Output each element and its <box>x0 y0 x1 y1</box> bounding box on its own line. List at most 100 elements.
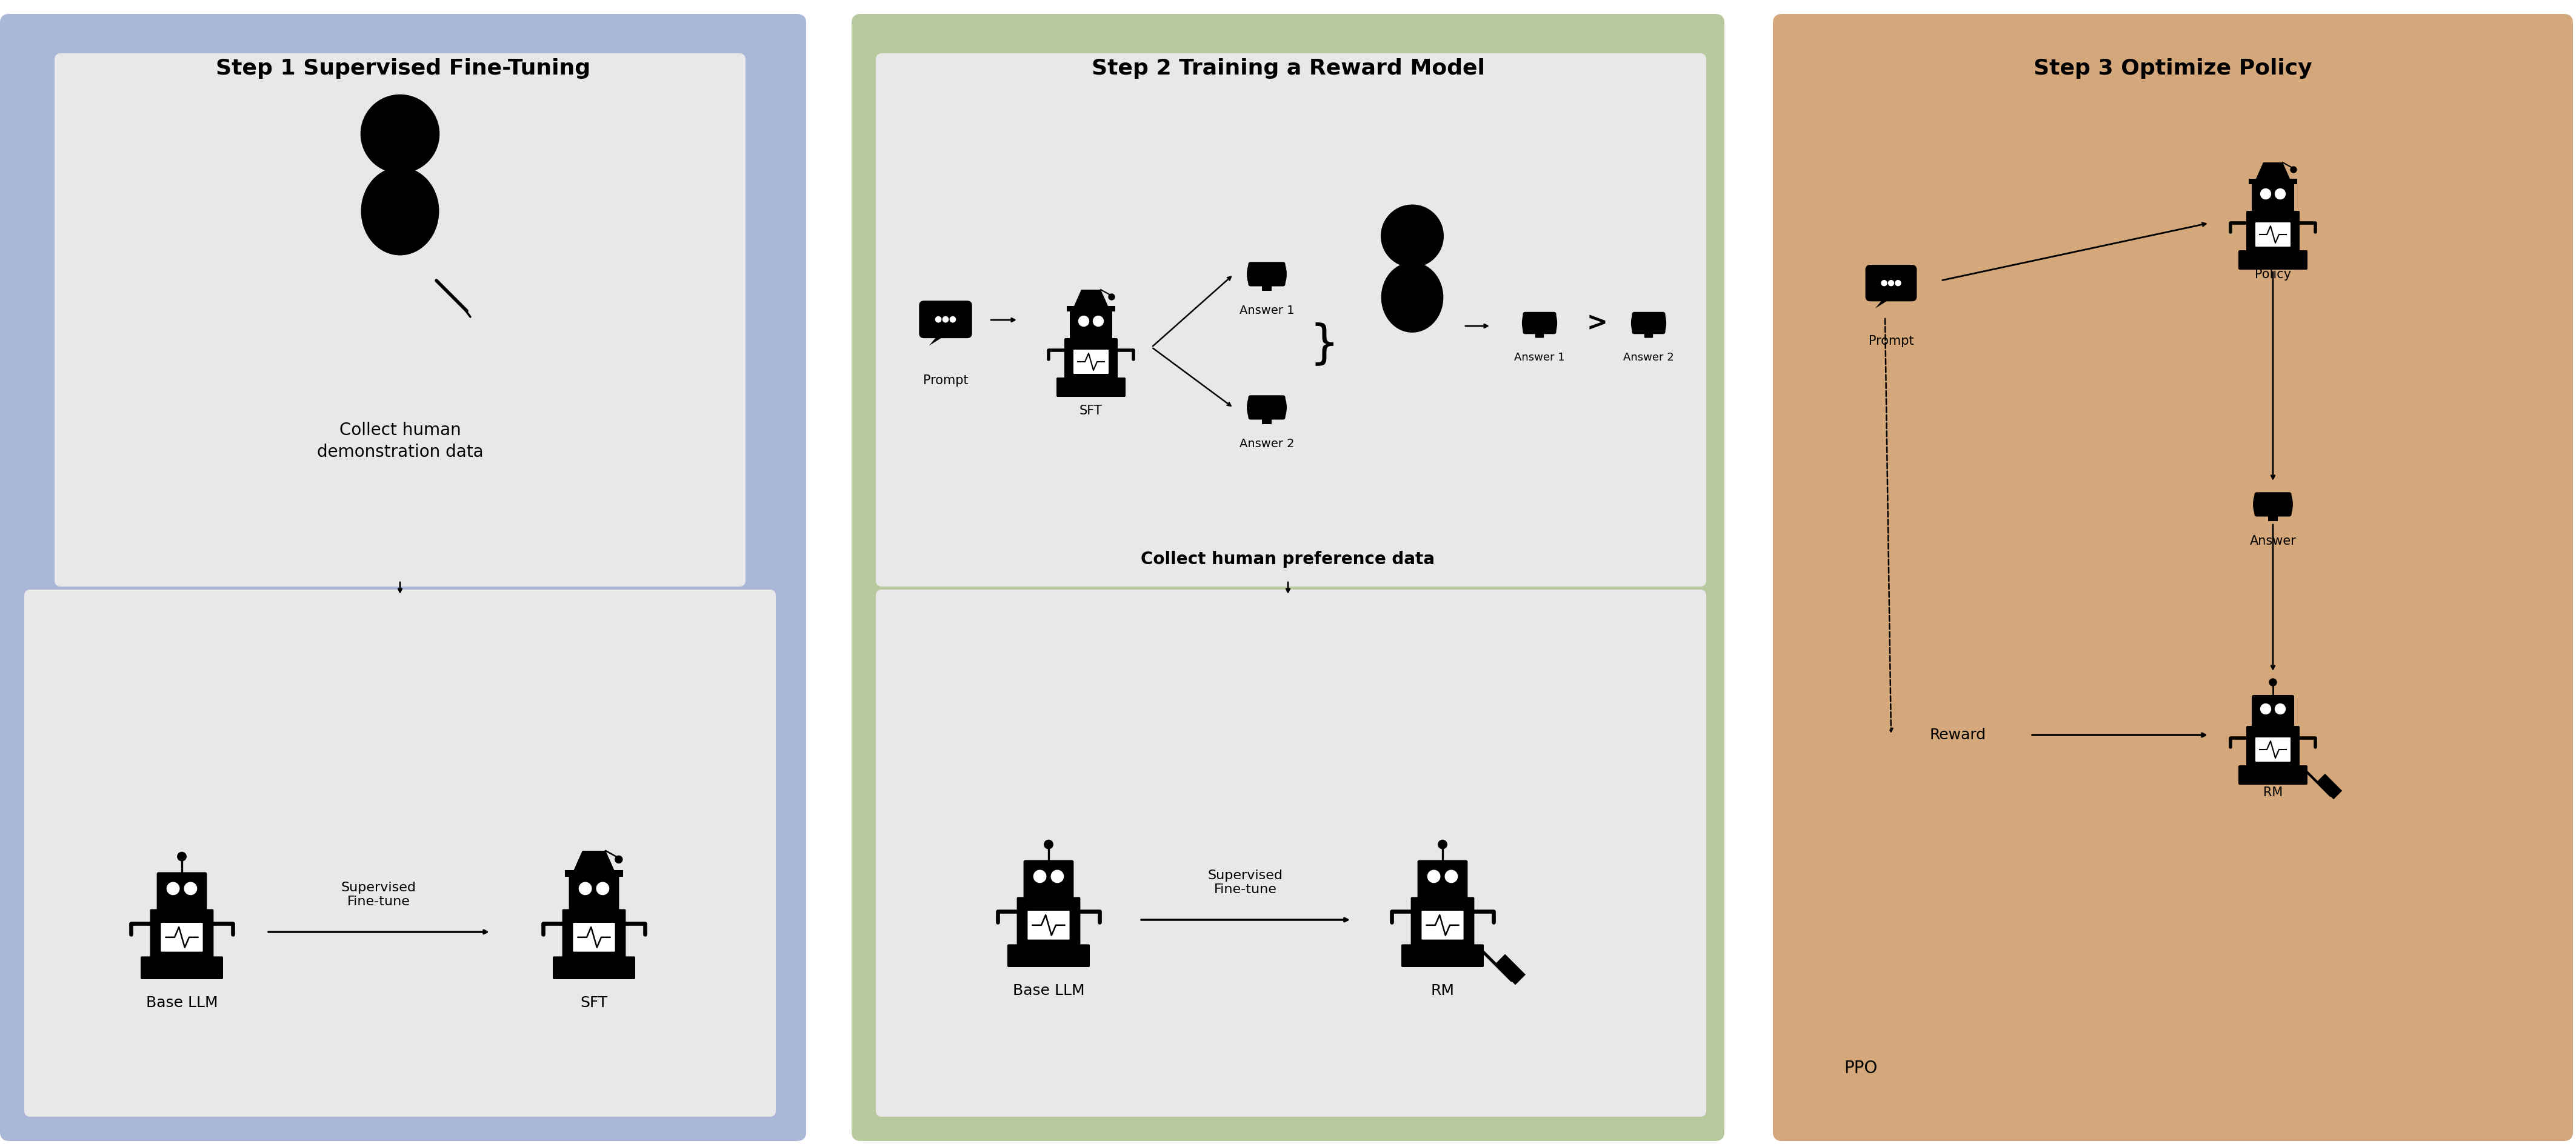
Circle shape <box>562 960 582 979</box>
Text: SFT: SFT <box>580 995 608 1010</box>
Circle shape <box>167 882 180 895</box>
Text: Step 1 Supervised Fine-Tuning: Step 1 Supervised Fine-Tuning <box>216 58 590 79</box>
Ellipse shape <box>1381 263 1443 332</box>
Circle shape <box>2246 769 2262 784</box>
Circle shape <box>1445 871 1458 883</box>
Circle shape <box>598 882 608 895</box>
Circle shape <box>2269 164 2277 170</box>
Circle shape <box>1051 871 1064 883</box>
Circle shape <box>1087 291 1095 299</box>
Circle shape <box>2269 678 2277 686</box>
Circle shape <box>149 960 170 979</box>
Polygon shape <box>2316 773 2342 800</box>
Circle shape <box>1092 316 1103 326</box>
Circle shape <box>2282 253 2298 269</box>
FancyBboxPatch shape <box>157 872 206 912</box>
Text: RM: RM <box>1430 984 1455 998</box>
Text: PPO: PPO <box>1844 1059 1878 1077</box>
FancyBboxPatch shape <box>1028 911 1069 939</box>
Circle shape <box>935 317 940 323</box>
Text: Reward: Reward <box>1929 728 1986 742</box>
FancyBboxPatch shape <box>1023 860 1074 900</box>
Text: Step 3 Optimize Policy: Step 3 Optimize Policy <box>2032 58 2313 79</box>
Circle shape <box>1455 947 1473 967</box>
FancyBboxPatch shape <box>569 872 618 912</box>
FancyBboxPatch shape <box>2257 738 2290 762</box>
FancyBboxPatch shape <box>1535 329 1543 337</box>
Circle shape <box>2262 704 2272 714</box>
FancyBboxPatch shape <box>54 54 744 587</box>
Text: Step 2 Training a Reward Model: Step 2 Training a Reward Model <box>1092 58 1484 79</box>
FancyBboxPatch shape <box>1417 860 1468 900</box>
Circle shape <box>951 317 956 323</box>
FancyBboxPatch shape <box>1772 14 2573 1141</box>
Text: SFT: SFT <box>1079 405 1103 416</box>
Text: Answer 2: Answer 2 <box>1623 352 1674 363</box>
Text: Answer: Answer <box>2249 535 2295 547</box>
FancyBboxPatch shape <box>1401 944 1484 967</box>
FancyBboxPatch shape <box>0 14 806 1141</box>
FancyBboxPatch shape <box>2239 251 2308 270</box>
Text: Collect human preference data: Collect human preference data <box>1141 550 1435 567</box>
Circle shape <box>2275 189 2285 199</box>
FancyBboxPatch shape <box>853 14 1723 1141</box>
FancyBboxPatch shape <box>1865 264 1917 301</box>
FancyBboxPatch shape <box>2267 513 2277 522</box>
FancyBboxPatch shape <box>2246 726 2300 768</box>
Text: Policy: Policy <box>2254 269 2290 280</box>
Circle shape <box>2290 167 2298 173</box>
FancyBboxPatch shape <box>1422 911 1463 939</box>
FancyBboxPatch shape <box>1249 395 1285 420</box>
Ellipse shape <box>1551 313 1558 333</box>
Circle shape <box>1018 947 1036 967</box>
Circle shape <box>1061 947 1079 967</box>
FancyBboxPatch shape <box>1262 415 1273 424</box>
Circle shape <box>1064 381 1082 396</box>
Ellipse shape <box>1522 313 1528 333</box>
Circle shape <box>590 852 598 861</box>
Circle shape <box>605 960 626 979</box>
Polygon shape <box>574 851 613 871</box>
FancyBboxPatch shape <box>2246 210 2300 253</box>
Circle shape <box>1427 871 1440 883</box>
FancyBboxPatch shape <box>1069 308 1113 341</box>
Ellipse shape <box>361 167 438 255</box>
Text: Supervised
Fine-tune: Supervised Fine-tune <box>340 882 417 907</box>
Ellipse shape <box>1659 313 1667 333</box>
Text: }: } <box>1309 321 1340 366</box>
FancyBboxPatch shape <box>876 54 1705 587</box>
Polygon shape <box>1494 954 1525 985</box>
Circle shape <box>185 882 196 895</box>
FancyBboxPatch shape <box>1074 350 1108 374</box>
Text: Answer 2: Answer 2 <box>1239 438 1293 450</box>
Text: Supervised
Fine-tune: Supervised Fine-tune <box>1208 869 1283 896</box>
Circle shape <box>1381 205 1443 267</box>
Text: >: > <box>1587 310 1607 335</box>
Text: Answer 1: Answer 1 <box>1515 352 1564 363</box>
Bar <box>1066 305 1115 311</box>
FancyBboxPatch shape <box>23 589 775 1117</box>
Circle shape <box>2246 253 2262 269</box>
FancyBboxPatch shape <box>1412 897 1473 947</box>
Ellipse shape <box>1631 313 1638 333</box>
FancyBboxPatch shape <box>554 956 636 979</box>
Ellipse shape <box>1280 397 1288 419</box>
Bar <box>564 871 623 877</box>
FancyBboxPatch shape <box>2251 180 2295 214</box>
Circle shape <box>1880 280 1886 286</box>
FancyBboxPatch shape <box>1056 378 1126 397</box>
Ellipse shape <box>1247 397 1255 419</box>
Circle shape <box>2275 704 2285 714</box>
FancyBboxPatch shape <box>1522 312 1556 334</box>
Text: Prompt: Prompt <box>1868 335 1914 347</box>
Circle shape <box>1079 316 1090 326</box>
FancyBboxPatch shape <box>1262 283 1273 291</box>
FancyBboxPatch shape <box>920 301 971 339</box>
Circle shape <box>1103 381 1118 396</box>
FancyBboxPatch shape <box>1643 329 1654 337</box>
FancyBboxPatch shape <box>160 923 204 952</box>
FancyBboxPatch shape <box>1007 944 1090 967</box>
Circle shape <box>2282 769 2298 784</box>
Circle shape <box>1437 840 1448 849</box>
Polygon shape <box>2257 162 2290 178</box>
